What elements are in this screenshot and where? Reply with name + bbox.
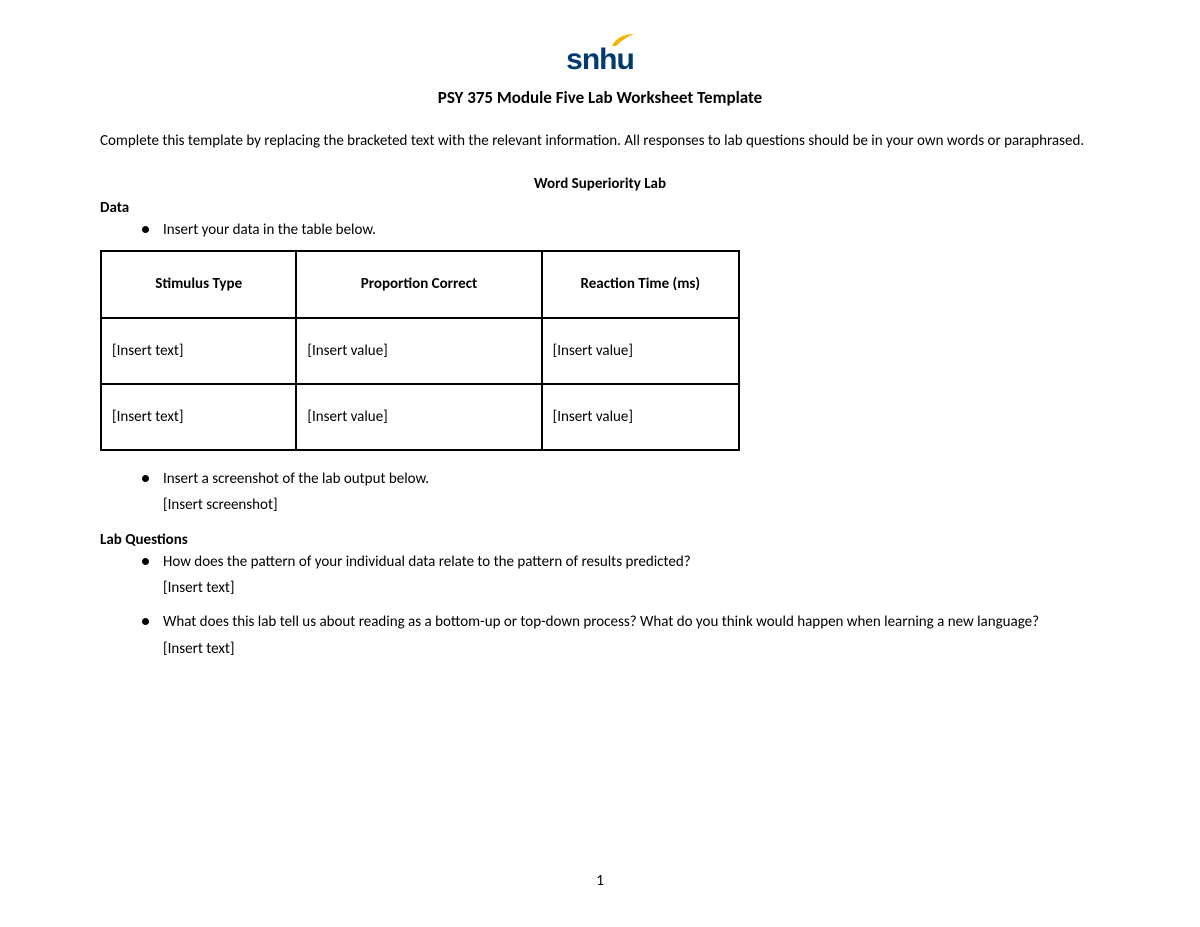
question-1-placeholder: [Insert text] bbox=[100, 578, 1100, 598]
bullet-icon bbox=[142, 558, 149, 565]
col-stimulus-type: Stimulus Type bbox=[101, 251, 296, 317]
data-heading: Data bbox=[100, 198, 1100, 218]
data-bullet-1: Insert your data in the table below. bbox=[100, 220, 1100, 240]
lab-questions-heading: Lab Questions bbox=[100, 530, 1100, 550]
data-bullet-2: Insert a screenshot of the lab output be… bbox=[100, 469, 1100, 489]
table-cell: [Insert value] bbox=[542, 318, 739, 384]
table-cell: [Insert value] bbox=[296, 384, 541, 450]
table-row: [Insert text] [Insert value] [Insert val… bbox=[101, 318, 739, 384]
data-section: Data Insert your data in the table below… bbox=[100, 198, 1100, 516]
data-bullet-1-text: Insert your data in the table below. bbox=[163, 220, 1100, 240]
question-1-row: How does the pattern of your individual … bbox=[100, 552, 1100, 572]
question-1: How does the pattern of your individual … bbox=[100, 552, 1100, 599]
col-proportion-correct: Proportion Correct bbox=[296, 251, 541, 317]
lab-title: Word Superiority Lab bbox=[100, 174, 1100, 194]
question-2-row: What does this lab tell us about reading… bbox=[100, 612, 1100, 632]
logo-container: snhu bbox=[100, 40, 1100, 81]
col-reaction-time: Reaction Time (ms) bbox=[542, 251, 739, 317]
question-2-placeholder: [Insert text] bbox=[100, 639, 1100, 659]
data-table: Stimulus Type Proportion Correct Reactio… bbox=[100, 250, 740, 451]
document-title: PSY 375 Module Five Lab Worksheet Templa… bbox=[100, 87, 1100, 110]
instructions-text: Complete this template by replacing the … bbox=[100, 131, 1100, 151]
bullet-icon bbox=[142, 618, 149, 625]
snhu-logo: snhu bbox=[566, 40, 634, 80]
question-2-text: What does this lab tell us about reading… bbox=[163, 612, 1100, 632]
screenshot-placeholder: [Insert screenshot] bbox=[100, 495, 1100, 515]
table-header-row: Stimulus Type Proportion Correct Reactio… bbox=[101, 251, 739, 317]
question-2: What does this lab tell us about reading… bbox=[100, 612, 1100, 659]
logo-swoosh-icon bbox=[610, 32, 636, 48]
table-cell: [Insert value] bbox=[542, 384, 739, 450]
bullet-icon bbox=[142, 226, 149, 233]
table-cell: [Insert text] bbox=[101, 318, 296, 384]
lab-questions-section: Lab Questions How does the pattern of yo… bbox=[100, 530, 1100, 659]
table-cell: [Insert text] bbox=[101, 384, 296, 450]
table-row: [Insert text] [Insert value] [Insert val… bbox=[101, 384, 739, 450]
question-1-text: How does the pattern of your individual … bbox=[163, 552, 1100, 572]
page-number: 1 bbox=[0, 871, 1200, 891]
data-bullet-2-text: Insert a screenshot of the lab output be… bbox=[163, 469, 1100, 489]
table-cell: [Insert value] bbox=[296, 318, 541, 384]
bullet-icon bbox=[142, 475, 149, 482]
